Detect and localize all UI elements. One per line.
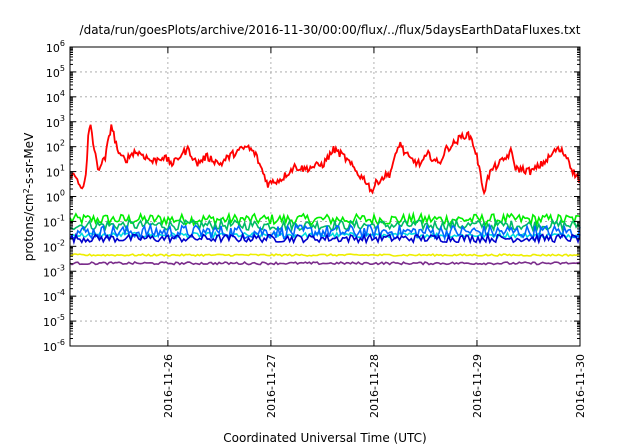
y-tick-label: 103 (46, 114, 65, 130)
y-axis-label-rest: -s-sr-MeV (22, 132, 36, 188)
x-tick-label: 2016-11-28 (368, 354, 381, 418)
y-tick-label: 10-5 (43, 313, 65, 329)
y-tick-label: 100 (46, 189, 65, 205)
series-line-5 (69, 222, 581, 242)
y-tick-label: 10-2 (43, 238, 65, 254)
series-line-6 (69, 231, 581, 246)
x-tick-label: 2016-11-29 (471, 354, 484, 418)
y-tick-label: 10-1 (43, 213, 65, 229)
series-line-8 (69, 261, 581, 266)
series-line-1 (69, 124, 580, 196)
x-axis-label: Coordinated Universal Time (UTC) (223, 431, 426, 445)
y-tick-label: 10-3 (43, 263, 65, 279)
y-tick-label: 10-6 (43, 338, 65, 354)
series-group (69, 124, 581, 266)
y-axis-label-main: protons/cm (22, 193, 36, 261)
y-tick-label: 10-4 (43, 288, 65, 304)
series-line-7 (69, 253, 581, 258)
y-axis-label: protons/cm2-s-sr-MeV (22, 132, 37, 261)
y-axis-label-sup: 2 (22, 188, 31, 193)
x-tick-label: 2016-11-30 (574, 354, 587, 418)
chart-title: /data/run/goesPlots/archive/2016-11-30/0… (80, 23, 581, 37)
y-axis: 10-6 10-5 10-4 10-3 10-2 10-1 100 101 102 103 104 1… (43, 39, 580, 354)
y-tick-label: 105 (46, 64, 65, 80)
y-tick-label: 101 (46, 164, 65, 180)
series-line-3 (69, 217, 581, 233)
x-tick-label: 2016-11-26 (162, 354, 175, 418)
y-tick-label: 104 (46, 89, 65, 105)
grid (70, 47, 580, 346)
x-axis: 2016-11-26 2016-11-27 2016-11-28 2016-11-29… (162, 47, 587, 418)
x-tick-label: 2016-11-27 (265, 354, 278, 418)
y-tick-label: 106 (46, 39, 65, 55)
y-tick-label: 102 (46, 139, 65, 155)
